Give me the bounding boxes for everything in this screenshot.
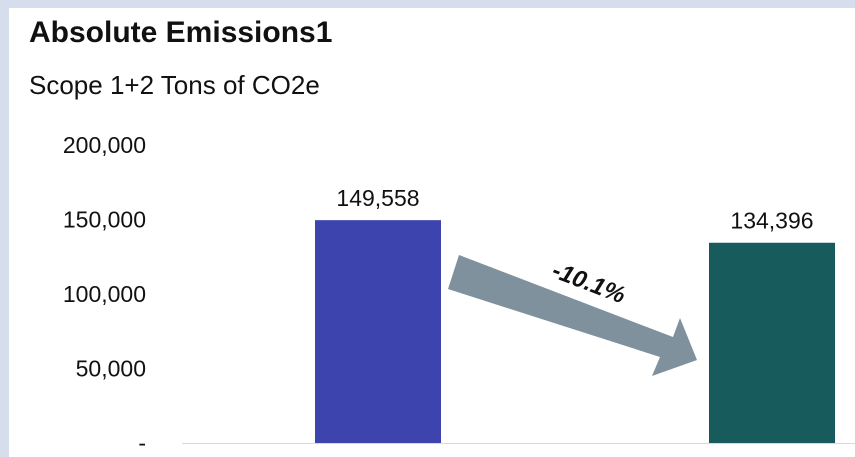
bar-value-label: 149,558: [336, 185, 419, 211]
decrease-arrow-icon: [448, 255, 697, 376]
data-labels: 149,558 134,396: [336, 185, 813, 234]
chart-title: Absolute Emissions1: [29, 16, 333, 49]
y-axis: - 50,000 100,000 150,000 200,000: [63, 132, 146, 456]
bar-value-label: 134,396: [730, 208, 813, 234]
y-tick-label: 50,000: [76, 356, 146, 382]
change-annotation: -10.1%: [448, 255, 697, 376]
bar: [315, 220, 441, 443]
y-tick-label: 150,000: [63, 207, 146, 233]
bar: [709, 242, 835, 443]
bars: [315, 220, 835, 443]
y-tick-label: 100,000: [63, 281, 146, 307]
chart-subtitle: Scope 1+2 Tons of CO2e: [29, 70, 320, 100]
y-tick-label: -: [138, 430, 146, 456]
y-tick-label: 200,000: [63, 132, 146, 158]
